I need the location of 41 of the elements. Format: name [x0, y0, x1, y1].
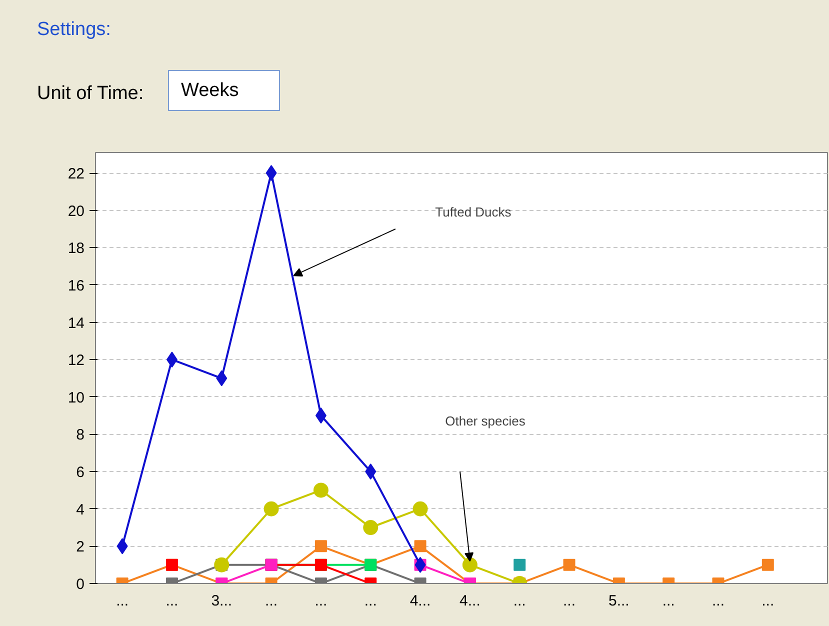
y-tick-label: 22 [68, 166, 85, 183]
annotation: Tufted Ducks [435, 204, 512, 220]
x-tick-label: 4... [460, 592, 480, 610]
x-tick-label: ... [166, 592, 178, 610]
y-tick-label: 10 [68, 389, 85, 406]
x-tick-label: 5... [608, 592, 630, 610]
x-tick-label: 4... [410, 592, 431, 610]
y-tick-label: 20 [68, 202, 85, 220]
point [363, 520, 378, 536]
x-tick-label: ... [662, 592, 675, 610]
x-tick-label: ... [265, 592, 278, 610]
point [412, 501, 428, 516]
point [762, 558, 774, 571]
annotation: Other species [445, 414, 526, 429]
y-tick-label: 16 [68, 277, 85, 294]
point [313, 482, 328, 498]
y-tick-label: 12 [68, 352, 85, 370]
y-tick-label: 6 [76, 464, 84, 482]
text: Unit of Time: [37, 82, 144, 106]
y-tick-label: 0 [76, 576, 84, 593]
point [414, 540, 426, 552]
y-tick-label: 4 [76, 501, 84, 518]
text: Weeks [168, 70, 280, 112]
x-tick-label: ... [116, 592, 129, 610]
point [514, 558, 526, 571]
point [314, 540, 327, 552]
x-tick-label: ... [563, 592, 576, 610]
point [462, 557, 478, 572]
point [563, 558, 576, 571]
point [264, 501, 279, 516]
y-tick-label: 14 [68, 314, 85, 332]
x-tick-label: ... [314, 592, 328, 610]
x-tick-label: ... [712, 592, 725, 610]
y-tick-label: 18 [68, 240, 85, 258]
y-tick-label: 8 [76, 426, 84, 444]
text: Settings: [37, 18, 111, 42]
y-tick-label: 2 [76, 538, 84, 556]
x-tick-label: 3... [211, 592, 232, 610]
x-tick-label: ... [513, 592, 526, 610]
x-tick-label: ... [364, 592, 377, 610]
x-tick-label: ... [762, 592, 774, 610]
